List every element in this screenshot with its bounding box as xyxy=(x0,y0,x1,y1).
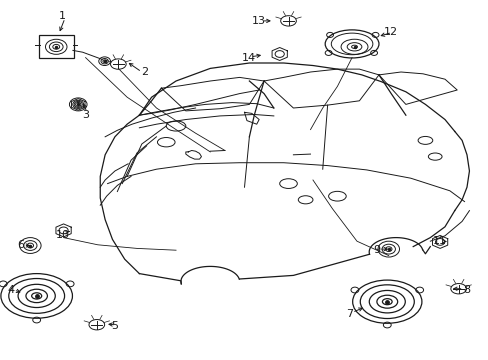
Text: 2: 2 xyxy=(141,67,147,77)
Text: 6: 6 xyxy=(17,240,24,250)
Text: 14: 14 xyxy=(241,53,255,63)
Text: 12: 12 xyxy=(384,27,397,37)
Text: 1: 1 xyxy=(59,11,66,21)
Text: 5: 5 xyxy=(111,321,118,331)
Text: 4: 4 xyxy=(7,285,14,295)
Text: 11: 11 xyxy=(432,236,446,246)
Text: 7: 7 xyxy=(346,309,352,319)
Text: 8: 8 xyxy=(463,285,469,295)
Text: 13: 13 xyxy=(252,16,265,26)
Text: 10: 10 xyxy=(56,230,69,240)
Text: 9: 9 xyxy=(372,245,379,255)
Text: 3: 3 xyxy=(82,110,89,120)
